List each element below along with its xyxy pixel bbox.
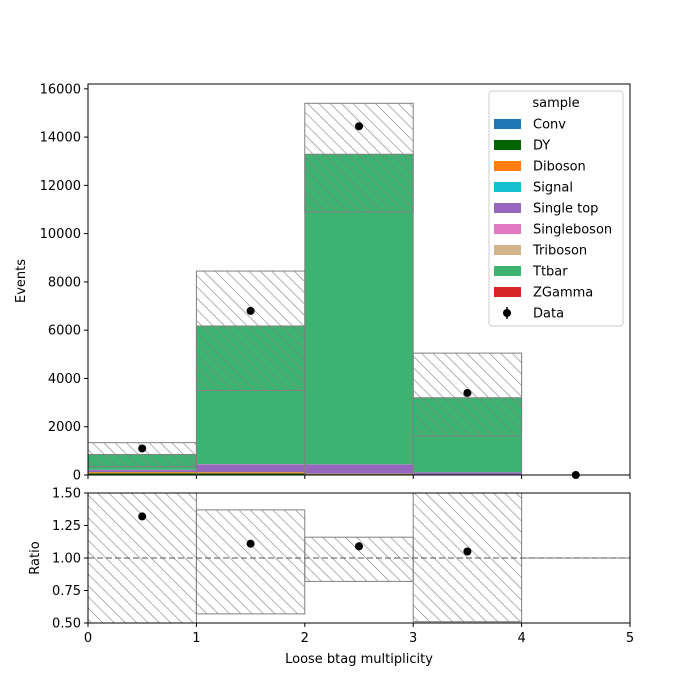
ratio-uncertainty-bin-1 [195, 509, 306, 615]
ratio-y-axis-label: Ratio [28, 541, 43, 574]
legend-data-marker [503, 309, 511, 317]
main-y-tick-label: 10000 [40, 227, 81, 242]
legend-swatch [494, 266, 521, 276]
bar-single-top-bin-2 [304, 464, 414, 474]
legend-label: Conv [533, 118, 566, 133]
legend-label: Triboson [532, 244, 587, 259]
ratio-points [138, 512, 472, 556]
legend-label: Data [533, 307, 564, 322]
legend-label: Single top [533, 202, 598, 217]
main-plot-frame [87, 83, 631, 476]
bar-dy-bin-1 [196, 473, 305, 475]
main-y-axis-label: Events [14, 259, 29, 303]
legend-label: Diboson [533, 160, 586, 175]
data-point [355, 122, 363, 131]
bar-single-top-bin-0 [88, 470, 197, 472]
legend-swatch [494, 140, 521, 150]
legend: sample Conv DY Diboson Signal Single top Sing… [488, 90, 624, 327]
ratio-x-tick-label: 0 [84, 631, 92, 646]
legend-swatch [494, 245, 521, 255]
legend-label: DY [533, 139, 550, 154]
ratio-point [463, 547, 472, 556]
x-axis-label: Loose btag multiplicity [285, 652, 433, 667]
legend-swatch [494, 182, 521, 192]
legend-entries: Conv DY Diboson Signal Single top Singleboson… [494, 118, 612, 322]
legend-swatch [494, 119, 521, 129]
bar-single-top-bin-1 [196, 464, 305, 473]
legend-swatch [494, 287, 521, 297]
legend-label: Ttbar [532, 265, 568, 280]
ratio-x-tick-label: 5 [626, 631, 634, 646]
ratio-y-tick-label: 1.50 [52, 487, 81, 502]
ratio-panel: 0 1 2 3 4 5 0.50 0.75 1.00 1.25 1.50 Ratio Loose … [28, 487, 634, 668]
ratio-x-tick-label: 2 [301, 631, 309, 646]
ratio-y-tick-label: 0.50 [52, 617, 81, 632]
bar-dy-bin-0 [88, 473, 197, 475]
main-y-tick-label: 16000 [40, 82, 81, 97]
ratio-point [138, 512, 147, 521]
main-y-tick-label: 0 [73, 469, 81, 484]
main-y-tick-label: 2000 [48, 420, 81, 435]
bar-diboson-bin-1 [196, 472, 305, 474]
main-y-tick-label: 6000 [48, 324, 81, 339]
main-y-tick-label: 12000 [40, 179, 81, 194]
main-y-tick-label: 8000 [48, 275, 81, 290]
bar-diboson-bin-0 [88, 472, 197, 474]
ratio-uncertainty-bin-3 [412, 492, 523, 623]
ratio-y-tick-label: 1.25 [52, 519, 81, 534]
ratio-x-tick-label: 4 [517, 631, 525, 646]
legend-swatch [494, 203, 521, 213]
legend-title: sample [532, 96, 579, 111]
main-x-ticks [87, 475, 631, 479]
ratio-y-tick-label: 0.75 [52, 584, 81, 599]
main-y-tick-label: 4000 [48, 372, 81, 387]
ratio-y-ticks: 0.50 0.75 1.00 1.25 1.50 [52, 487, 88, 632]
legend-label: Signal [533, 181, 573, 196]
legend-label: ZGamma [533, 286, 593, 301]
legend-swatch [494, 224, 521, 234]
ratio-x-tick-label: 1 [192, 631, 200, 646]
data-point [246, 306, 255, 315]
ratio-point [355, 542, 363, 551]
legend-box [488, 90, 624, 327]
legend-label: Singleboson [533, 223, 612, 238]
ratio-point [246, 539, 255, 548]
uncertainty-bin-2 [304, 102, 414, 213]
uncertainty-bin-1 [195, 270, 306, 392]
bar-single-top-bin-3 [413, 472, 522, 475]
main-y-tick-label: 14000 [40, 131, 81, 146]
data-points [138, 122, 580, 479]
ratio-x-ticks: 0 1 2 3 4 5 [84, 623, 634, 646]
data-point [138, 444, 147, 453]
ratio-x-tick-label: 3 [409, 631, 417, 646]
legend-swatch [494, 161, 521, 171]
ratio-y-tick-label: 1.00 [52, 552, 81, 567]
data-point [463, 388, 472, 397]
main-y-ticks: 0 2000 4000 6000 8000 10000 12000 14000 16000 [40, 82, 88, 484]
